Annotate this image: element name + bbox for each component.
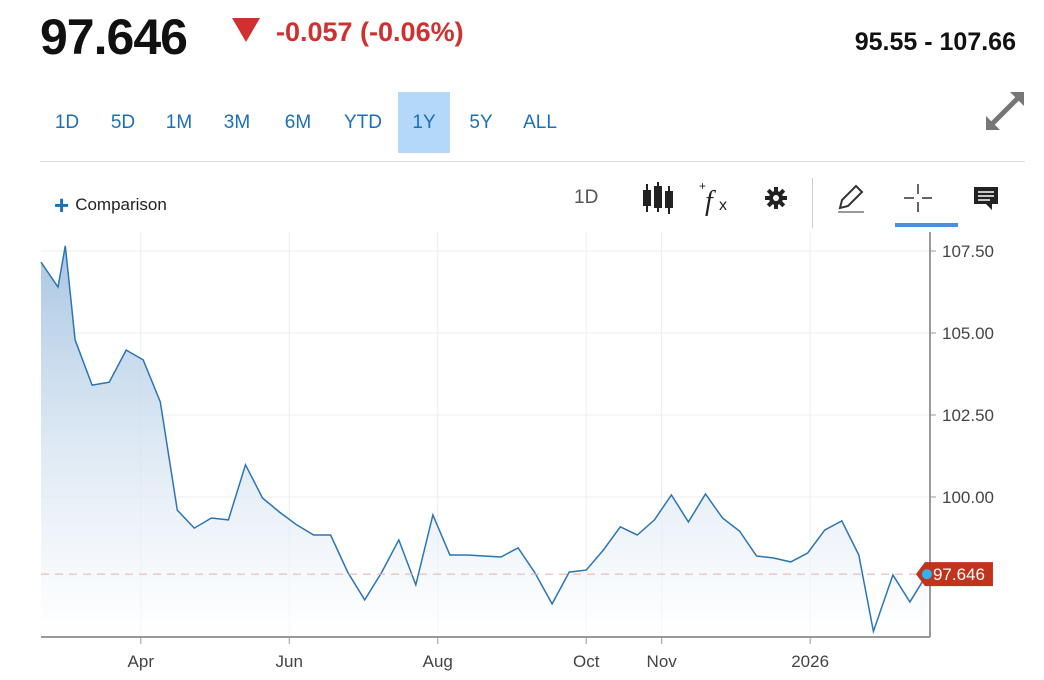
timeframe-1d[interactable]: 1D [54, 112, 80, 133]
candlestick-icon[interactable] [640, 180, 676, 216]
divider [40, 161, 1025, 162]
x-tick-label: Jun [276, 652, 303, 671]
y-tick-label: 105.00 [942, 324, 994, 343]
price-change: -0.057 (-0.06%) [276, 17, 464, 47]
y-tick-label: 107.50 [942, 242, 994, 261]
last-price-tag: 97.646 [915, 562, 993, 587]
timeframe-6m[interactable]: 6M [284, 112, 312, 133]
price-range: 95.55 - 107.66 [854, 28, 1016, 56]
svg-text:+: + [699, 180, 706, 193]
gear-icon[interactable] [758, 180, 794, 216]
timeframe-all[interactable]: ALL [523, 112, 557, 133]
price-area [41, 245, 927, 638]
timeframe-1y[interactable]: 1Y [398, 92, 450, 153]
price-line [40, 245, 928, 635]
x-tick-label: Aug [423, 652, 453, 671]
y-tick-label: 100.00 [942, 488, 994, 507]
x-tick-label: 2026 [791, 652, 829, 671]
function-icon[interactable]: + f x [698, 180, 734, 216]
crosshair-icon[interactable] [900, 180, 936, 216]
toolbar-separator [812, 178, 813, 228]
last-point-dot [921, 569, 932, 580]
x-tick-label: Oct [573, 652, 600, 671]
plus-icon: + [54, 190, 70, 220]
comparison-button[interactable]: + Comparison [54, 190, 167, 221]
down-arrow-icon [232, 18, 260, 42]
timeframe-3m[interactable]: 3M [223, 112, 251, 133]
x-tick-label: Apr [128, 652, 155, 671]
svg-text:x: x [719, 197, 727, 214]
svg-text:f: f [705, 186, 716, 216]
y-tick-label: 102.50 [942, 406, 994, 425]
last-price-label: 97.646 [933, 565, 985, 584]
x-tick-label: Nov [647, 652, 678, 671]
interval-selector[interactable]: 1D [574, 187, 599, 208]
current-price: 97.646 [40, 9, 188, 65]
timeframe-1m[interactable]: 1M [165, 112, 193, 133]
crosshair-active-indicator [895, 223, 958, 227]
comparison-label: Comparison [75, 195, 167, 214]
timeframe-5y[interactable]: 5Y [469, 112, 493, 133]
timeframe-ytd[interactable]: YTD [344, 112, 382, 133]
expand-icon[interactable] [984, 90, 1026, 132]
comment-icon[interactable] [968, 180, 1004, 216]
pencil-icon[interactable] [832, 180, 868, 216]
timeframe-5d[interactable]: 5D [110, 112, 136, 133]
